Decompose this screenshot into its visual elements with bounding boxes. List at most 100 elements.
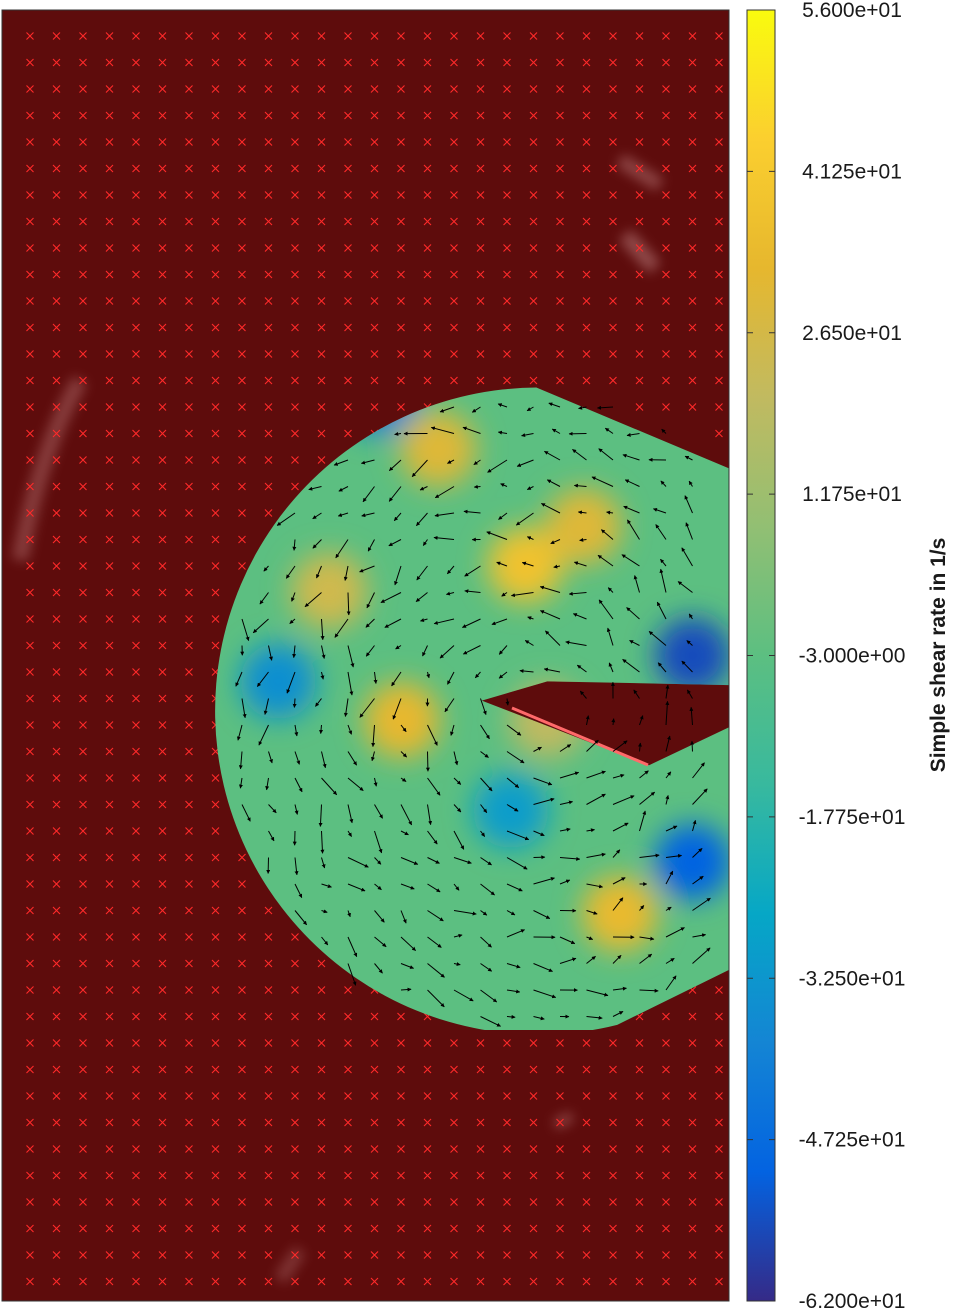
masked-marker xyxy=(132,191,140,199)
background-streaks xyxy=(12,154,664,1284)
masked-marker xyxy=(132,800,140,809)
masked-marker xyxy=(158,641,167,650)
masked-marker xyxy=(105,641,114,650)
masked-marker xyxy=(52,1171,61,1180)
masked-marker xyxy=(26,58,34,67)
shear-hotspot xyxy=(654,617,729,694)
velocity-arrow xyxy=(639,770,649,779)
masked-marker xyxy=(688,85,697,93)
masked-marker xyxy=(450,297,458,305)
velocity-arrow xyxy=(501,592,508,597)
masked-marker xyxy=(105,774,114,782)
masked-marker xyxy=(105,615,114,623)
masked-marker xyxy=(185,694,193,703)
masked-marker xyxy=(211,138,220,146)
colorbar-tick-label: -3.000e+00 xyxy=(799,645,906,668)
masked-marker xyxy=(609,85,617,93)
masked-marker xyxy=(79,191,87,199)
masked-marker xyxy=(132,323,140,332)
masked-marker xyxy=(211,217,220,226)
velocity-arrow xyxy=(453,751,459,766)
masked-marker xyxy=(476,1118,485,1127)
masked-marker xyxy=(291,959,299,968)
velocity-arrow xyxy=(321,777,338,796)
masked-marker xyxy=(26,1198,34,1206)
masked-marker xyxy=(503,270,511,279)
masked-marker xyxy=(158,1198,167,1206)
velocity-arrow xyxy=(374,883,382,891)
masked-marker xyxy=(132,933,140,941)
masked-marker xyxy=(105,906,114,915)
masked-marker xyxy=(291,1198,299,1206)
masked-marker xyxy=(291,403,299,411)
masked-marker xyxy=(158,138,167,146)
masked-marker xyxy=(370,1092,379,1100)
masked-marker xyxy=(52,562,61,570)
masked-marker xyxy=(132,535,140,544)
masked-marker xyxy=(79,615,87,623)
masked-marker xyxy=(450,164,458,173)
masked-marker xyxy=(132,1092,140,1100)
velocity-arrow xyxy=(447,459,455,464)
masked-marker xyxy=(79,694,87,703)
masked-marker xyxy=(635,111,644,120)
masked-marker xyxy=(264,1145,273,1153)
masked-marker xyxy=(556,1171,564,1180)
masked-marker xyxy=(211,1277,220,1286)
masked-marker xyxy=(238,1092,246,1100)
masked-marker xyxy=(291,986,299,994)
masked-marker xyxy=(476,1277,485,1286)
velocity-arrow xyxy=(480,910,488,916)
masked-marker xyxy=(79,217,87,226)
masked-marker xyxy=(79,403,87,411)
plot-frame xyxy=(1,9,730,1302)
masked-marker xyxy=(132,509,140,517)
masked-marker xyxy=(185,747,193,756)
velocity-arrow xyxy=(533,830,545,837)
masked-marker xyxy=(105,58,114,67)
masked-marker xyxy=(476,191,485,199)
velocity-arrow xyxy=(686,689,693,699)
masked-marker xyxy=(317,32,326,40)
masked-marker xyxy=(238,403,246,411)
masked-marker xyxy=(317,456,326,464)
masked-marker xyxy=(609,1065,617,1074)
masked-marker xyxy=(185,456,193,464)
masked-marker xyxy=(132,853,140,862)
velocity-arrow xyxy=(692,875,704,885)
masked-marker xyxy=(476,58,485,67)
velocity-arrow xyxy=(480,777,493,792)
velocity-arrow xyxy=(506,857,528,870)
masked-marker xyxy=(79,270,87,279)
masked-marker xyxy=(397,1145,405,1153)
masked-marker xyxy=(715,191,723,199)
masked-marker xyxy=(662,1171,670,1180)
masked-marker xyxy=(370,138,379,146)
masked-marker xyxy=(503,58,511,67)
velocity-arrow xyxy=(473,484,481,489)
masked-marker xyxy=(423,376,432,385)
masked-marker xyxy=(185,1145,193,1153)
masked-marker xyxy=(52,933,61,941)
velocity-arrow xyxy=(400,936,416,951)
velocity-arrow xyxy=(586,793,606,805)
velocity-arrow xyxy=(665,975,677,991)
masked-marker xyxy=(423,1251,432,1259)
masked-marker xyxy=(397,164,405,173)
velocity-arrow xyxy=(533,797,555,805)
masked-marker xyxy=(52,1251,61,1259)
velocity-arrow xyxy=(541,503,561,514)
masked-marker xyxy=(211,323,220,332)
velocity-arrow xyxy=(653,508,667,514)
masked-marker xyxy=(26,244,34,252)
velocity-arrow xyxy=(480,698,487,716)
velocity-arrow xyxy=(450,724,455,736)
masked-marker xyxy=(556,350,564,358)
masked-marker xyxy=(26,456,34,464)
velocity-arrow xyxy=(639,810,647,832)
masked-marker xyxy=(211,191,220,199)
masked-marker xyxy=(26,270,34,279)
masked-marker xyxy=(105,1039,114,1047)
masked-marker xyxy=(715,1039,723,1047)
velocity-arrow xyxy=(533,989,557,999)
